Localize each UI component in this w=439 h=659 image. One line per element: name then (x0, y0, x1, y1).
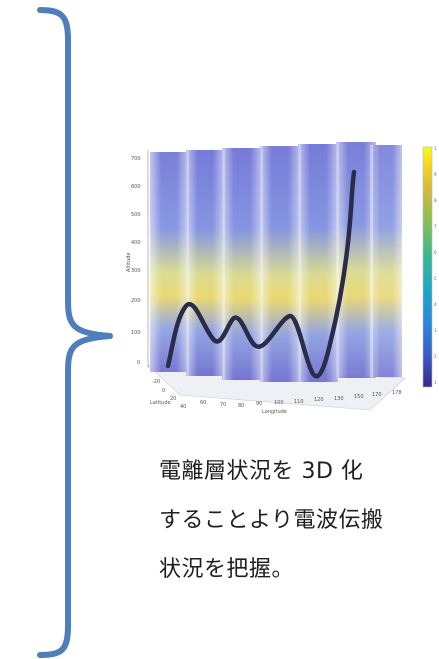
svg-text:-20: -20 (152, 379, 160, 385)
svg-text:1: 1 (434, 380, 437, 385)
svg-text:40: 40 (180, 404, 186, 410)
svg-text:9: 9 (434, 172, 437, 177)
svg-text:80: 80 (238, 403, 244, 409)
ionosphere-3d-figure: 700 600 500 400 300 200 100 0 Altitude -… (126, 142, 437, 415)
svg-text:200: 200 (131, 298, 141, 304)
colorbar (422, 146, 433, 388)
svg-text:6: 6 (434, 250, 437, 255)
curly-brace-left (37, 7, 113, 658)
svg-text:170: 170 (372, 392, 382, 398)
description-line-2: することより電波伝搬 (159, 508, 384, 533)
svg-text:7: 7 (434, 224, 437, 229)
svg-text:3: 3 (434, 328, 437, 333)
svg-text:110: 110 (294, 399, 304, 405)
lat-axis: -20 0 20 40 (152, 379, 186, 410)
propagation-curve (165, 169, 357, 379)
svg-text:4: 4 (434, 302, 437, 307)
svg-text:60: 60 (200, 400, 206, 406)
lon-axis-label: Longitude (262, 409, 287, 415)
svg-text:1: 1 (434, 146, 437, 151)
svg-text:2: 2 (434, 354, 437, 359)
data-slabs (150, 142, 402, 382)
svg-text:300: 300 (131, 268, 141, 274)
svg-text:90: 90 (256, 401, 262, 407)
svg-text:100: 100 (131, 330, 141, 336)
svg-text:0: 0 (137, 360, 140, 366)
svg-text:130: 130 (334, 396, 344, 402)
svg-text:178: 178 (392, 390, 402, 396)
svg-text:20: 20 (170, 396, 176, 402)
colorbar-ticks: 1 9 8 7 6 5 4 3 2 1 (434, 146, 437, 385)
y-axis-label: Altitude (126, 252, 132, 272)
description-line-1: 電離層状況を 3D 化 (159, 459, 364, 484)
y-axis: 700 600 500 400 300 200 100 0 (131, 150, 149, 368)
svg-text:100: 100 (274, 400, 284, 406)
lon-axis: 60 70 80 90 100 110 120 130 150 170 178 (200, 390, 402, 409)
svg-text:0: 0 (162, 388, 165, 394)
description-line-3: 状況を把握。 (159, 557, 295, 582)
svg-text:600: 600 (131, 184, 141, 190)
description-text: 電離層状況を 3D 化 することより電波伝搬 状況を把握。 (159, 447, 429, 594)
svg-text:70: 70 (220, 402, 226, 408)
svg-text:400: 400 (131, 240, 141, 246)
svg-text:5: 5 (434, 276, 437, 281)
svg-text:150: 150 (354, 394, 364, 400)
svg-text:500: 500 (131, 212, 141, 218)
lat-axis-label: Latitude (150, 400, 171, 406)
svg-text:8: 8 (434, 198, 437, 203)
svg-text:700: 700 (131, 156, 141, 162)
svg-text:120: 120 (314, 397, 324, 403)
